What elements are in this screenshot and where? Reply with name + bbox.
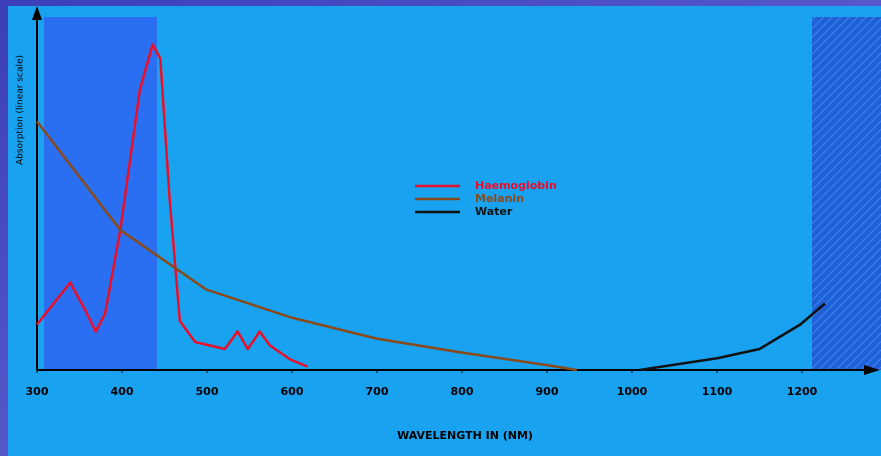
x-tick-label: 500 — [196, 385, 219, 398]
x-tick-label: 1100 — [702, 385, 733, 398]
data-line — [639, 302, 826, 372]
x-tick-label: 1000 — [617, 385, 648, 398]
data-line — [36, 43, 308, 368]
hatched-region — [812, 17, 881, 370]
x-tick-label: 800 — [451, 385, 474, 398]
x-axis-arrow — [864, 365, 880, 375]
x-axis-label: WAVELENGTH IN (NM) — [397, 429, 533, 442]
x-tick-label: 700 — [366, 385, 389, 398]
x-tick-label: 400 — [111, 385, 134, 398]
legend-label: Melanin — [475, 192, 524, 205]
x-tick-label: 300 — [26, 385, 49, 398]
y-axis-label: Absorption (linear scale) — [16, 55, 26, 165]
x-tick-label: 900 — [536, 385, 559, 398]
x-tick-label: 1200 — [787, 385, 818, 398]
legend-label: Haemoglobin — [475, 179, 557, 192]
data-line — [36, 120, 578, 372]
y-axis-arrow — [32, 6, 42, 20]
highlight-region — [44, 17, 157, 370]
legend-label: Water — [475, 205, 513, 218]
x-tick-label: 600 — [281, 385, 304, 398]
